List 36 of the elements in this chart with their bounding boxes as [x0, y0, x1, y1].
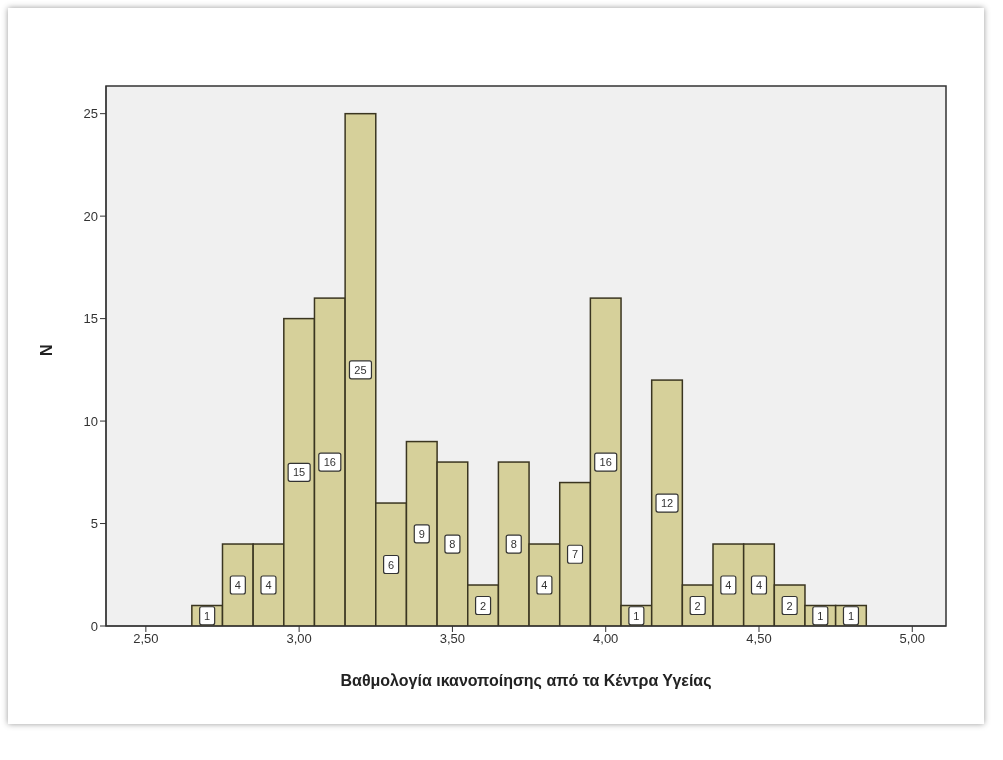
data-label: 2: [786, 599, 793, 612]
data-label: 2: [694, 599, 701, 612]
data-label: 1: [817, 609, 824, 622]
data-label: 16: [323, 456, 336, 469]
x-tick-label: 3,50: [439, 631, 466, 647]
x-axis-title: Βαθμολογία ικανοποίησης από τα Κέντρα Υγείας: [340, 672, 712, 690]
data-label: 12: [660, 497, 674, 510]
data-label: 8: [449, 538, 456, 551]
data-label: 4: [234, 579, 241, 592]
y-tick-label: 10: [83, 413, 98, 429]
data-label: 2: [480, 599, 487, 612]
y-axis-title: N: [37, 344, 55, 356]
data-label: 4: [541, 579, 548, 592]
y-tick-label: 0: [90, 618, 98, 634]
data-label: 15: [293, 466, 306, 479]
data-label: 4: [725, 579, 732, 592]
data-label: 1: [633, 609, 640, 622]
data-label: 6: [388, 558, 395, 571]
x-tick-label: 5,00: [899, 631, 925, 647]
data-label: 16: [599, 456, 612, 469]
data-label: 9: [418, 527, 425, 540]
y-tick-label: 25: [83, 106, 98, 122]
data-label: 1: [204, 609, 211, 622]
data-label: 8: [510, 538, 517, 551]
data-label: 4: [755, 579, 763, 592]
y-tick-label: 15: [83, 311, 98, 327]
data-label: 7: [571, 548, 579, 561]
x-tick-label: 2,50: [133, 631, 159, 647]
x-tick-label: 4,50: [746, 631, 772, 647]
data-label: 4: [265, 579, 272, 592]
y-tick-label: 5: [90, 516, 98, 532]
x-tick-label: 3,00: [286, 631, 312, 647]
data-label: 1: [847, 609, 855, 622]
x-tick-label: 4,00: [593, 631, 619, 647]
data-label: 25: [354, 363, 367, 376]
y-tick-label: 20: [83, 208, 98, 224]
